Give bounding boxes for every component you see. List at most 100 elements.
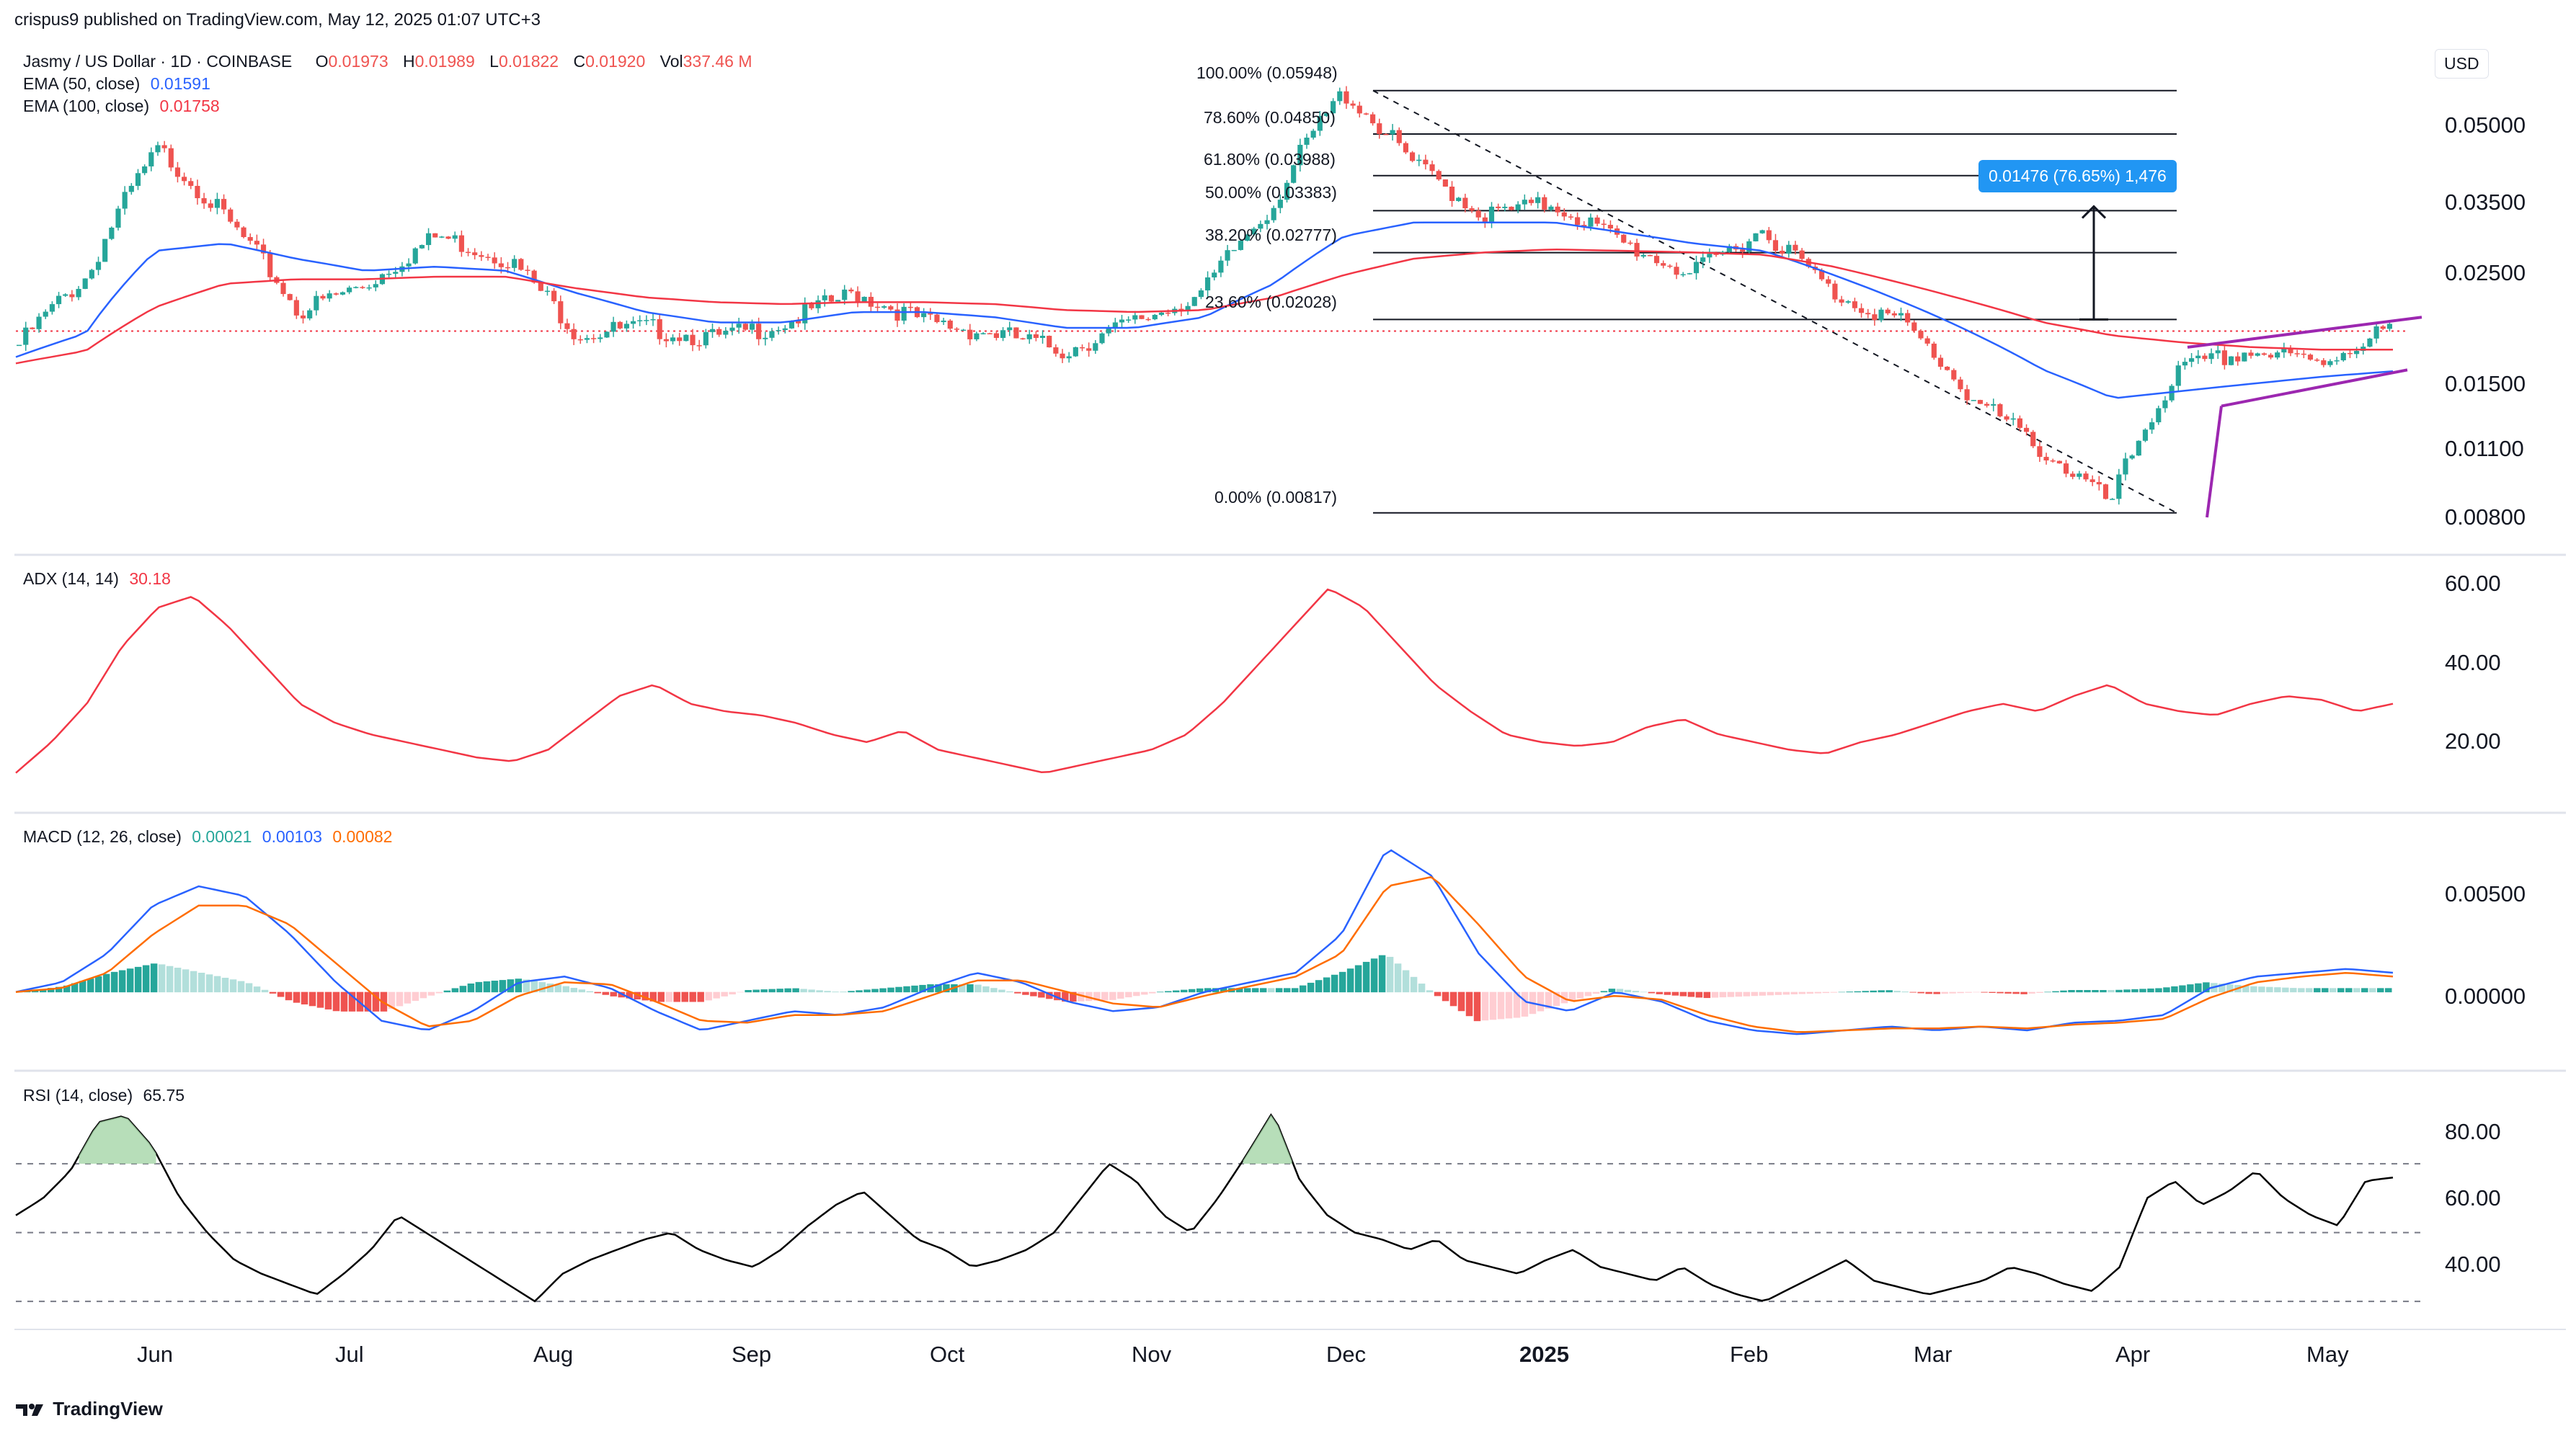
candle-body [789,321,795,329]
macd-histogram-bar [483,981,491,993]
macd-histogram-bar [2092,990,2099,993]
macd-histogram-bar [1402,970,1410,993]
candle-body [445,236,451,239]
tradingview-logo[interactable]: TradingView [14,1398,163,1420]
macd-histogram-bar [1173,990,1180,993]
candle-body [1911,322,1917,331]
macd-tick: 0.00000 [2445,984,2526,1009]
close-value: 0.01920 [585,52,646,71]
tradingview-mark [16,1404,43,1417]
candle-body [1370,114,1376,124]
candle-body [2208,353,2214,360]
ema50-legend: EMA (50, close) 0.01591 [23,74,210,94]
macd-histogram-bar [1553,991,1560,1007]
macd-histogram-bar [2290,988,2297,993]
macd-histogram-bar [1545,991,1553,1009]
macd-histogram-bar [2258,986,2265,993]
macd-histogram-bar [2322,988,2329,993]
macd-histogram-bar [2345,988,2353,993]
currency-button[interactable]: USD [2435,49,2489,79]
candle-body [1647,254,1653,257]
candle-body [954,329,960,330]
candle-body [1839,299,1844,303]
candle-body [2255,353,2260,356]
candle-body [1231,249,1237,251]
macd-histogram-bar [1497,991,1505,1020]
x-tick-mar: Mar [1914,1342,1953,1367]
candle-body [1772,240,1779,251]
macd-histogram-bar [713,991,720,999]
candle-body [842,289,848,300]
macd-histogram-bar [967,984,974,993]
macd-histogram-bar [213,976,221,993]
candle-body [1924,338,1930,344]
macd-histogram-bar [903,986,910,993]
candle-body [1449,187,1455,201]
candle-body [1818,269,1825,280]
candle-body [1793,244,1798,251]
candle-body [1667,265,1673,267]
ema50-value: 0.01591 [150,74,210,93]
macd-histogram-bar [721,991,728,997]
macd-histogram-bar [1679,991,1687,997]
candle-body [201,198,207,204]
macd-histogram-bar [1204,988,1212,993]
macd-histogram-bar [1759,991,1767,996]
macd-histogram-bar [499,980,507,993]
candle-body [2056,460,2062,464]
candle-body [749,324,755,330]
fib-label-0: 0.00% (0.00817) [1214,488,1338,507]
candle-body [465,251,471,254]
macd-histogram-bar [293,991,301,1003]
candle-body [663,339,669,342]
macd-histogram-bar [1481,991,1489,1021]
macd-histogram-bar [1632,991,1640,993]
macd-histogram-bar [443,990,451,993]
macd-histogram-bar [1909,991,1917,993]
candle-body [76,288,81,298]
candle-body [987,333,992,334]
price-tick: 0.01100 [2445,436,2524,461]
macd-histogram-bar [1014,991,1021,994]
candle-body [373,284,378,287]
volume-label: Vol [659,52,683,71]
candle-body [2149,422,2155,430]
macd-histogram-bar [2353,988,2360,993]
macd-histogram-bar [1949,991,1956,994]
macd-histogram-bar [166,966,174,993]
candle-body [2017,418,2022,428]
candle-body [1898,313,1904,316]
macd-histogram-bar [641,991,649,1001]
candle-body [30,327,35,329]
candle-body [1310,130,1316,138]
candle-body [1145,318,1151,321]
x-tick-dec: Dec [1326,1342,1367,1367]
macd-histogram-bar [1981,991,1988,993]
candle-body [425,233,432,246]
macd-histogram-bar [856,990,863,993]
macd-histogram-bar [197,973,205,993]
rsi-tick: 40.00 [2445,1252,2501,1277]
candle-body [584,338,590,340]
candle-body [228,209,234,222]
candle-body [2248,352,2254,356]
candle-body [1759,230,1765,233]
macd-histogram-bar [1505,991,1513,1019]
candle-body [115,208,121,228]
macd-histogram-bar [530,981,538,993]
macd-histogram-bar [1149,991,1156,994]
candle-body [2162,400,2168,409]
candle-body [828,295,834,302]
macd-histogram-bar [1085,991,1093,1002]
macd-histogram-bar [816,990,823,993]
macd-histogram-bar [546,983,554,993]
macd-histogram-bar [2044,991,2051,993]
candle-body [1542,197,1547,210]
candle-body [1304,138,1310,145]
macd-histogram-bar [1973,991,1980,993]
candle-body [1780,250,1785,254]
macd-histogram-bar [2298,988,2305,993]
candle-body [168,148,174,168]
macd-histogram-bar [2171,986,2178,993]
